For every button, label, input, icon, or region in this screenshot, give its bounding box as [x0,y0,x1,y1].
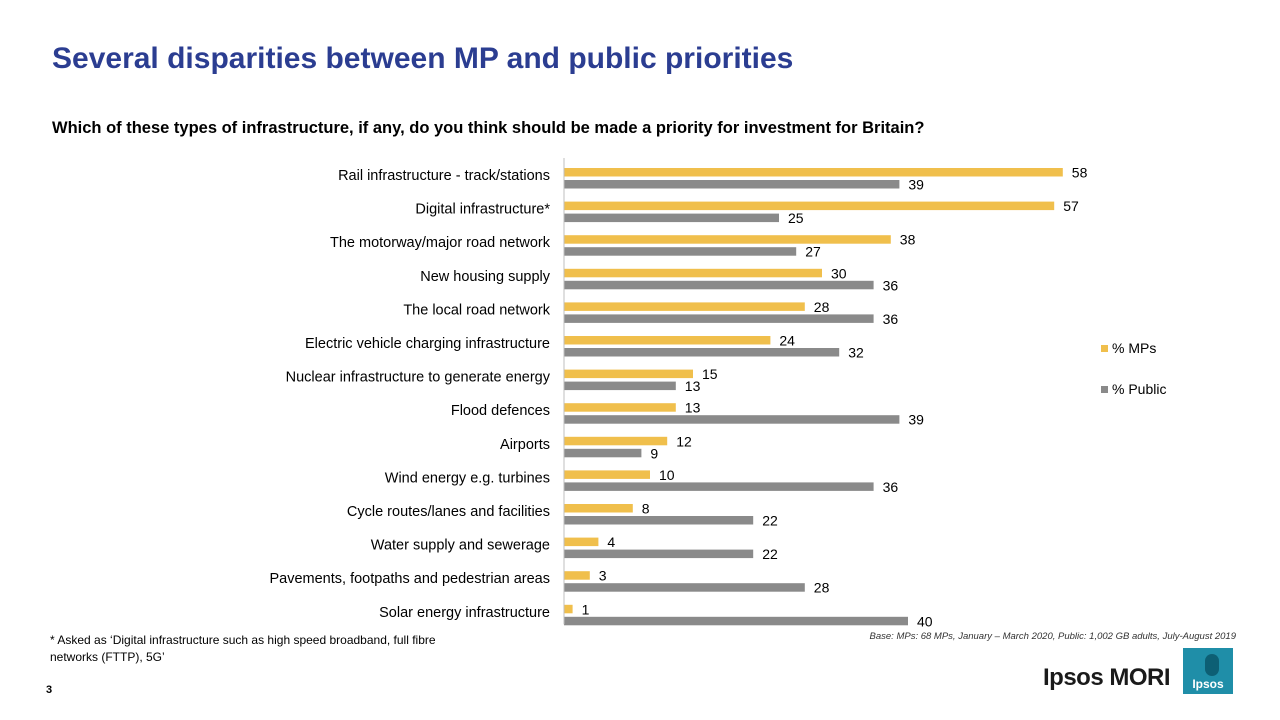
data-label-mps: 10 [659,467,675,483]
bar-mps [564,201,1055,211]
data-label-mps: 24 [779,333,795,349]
legend-label-public: % Public [1112,381,1166,397]
bar-public [564,616,908,626]
data-label-public: 39 [908,412,924,428]
category-label: Cycle routes/lanes and facilities [347,504,550,520]
base-note: Base: MPs: 68 MPs, January – March 2020,… [869,631,1236,642]
data-label-mps: 28 [814,299,830,315]
brand-wordmark: Ipsos MORI [1043,664,1171,691]
data-label-public: 32 [848,345,864,361]
bar-public [564,482,874,491]
data-label-mps: 4 [607,534,615,550]
bar-public [564,415,900,424]
data-label-public: 36 [883,479,899,495]
bar-mps [564,403,676,412]
footnote: * Asked as ‘Digital infrastructure such … [50,633,436,664]
data-label-mps: 3 [599,568,607,584]
data-label-mps: 58 [1072,165,1088,181]
bar-mps [564,235,891,244]
bar-mps [564,504,633,513]
data-label-mps: 38 [900,232,916,248]
data-label-public: 36 [883,311,899,327]
data-label-public: 22 [762,546,778,562]
bar-public [564,516,754,525]
bar-mps [564,302,805,311]
bar-mps [564,336,771,345]
logo-mark [1205,654,1219,676]
data-label-public: 22 [762,513,778,529]
bar-mps [564,436,668,446]
legend-swatch-mps [1101,345,1108,352]
category-label: The local road network [403,302,550,318]
bar-mps [564,470,650,479]
data-label-mps: 30 [831,265,847,281]
data-label-public: 36 [883,277,899,293]
data-label-mps: 8 [642,501,650,517]
data-label-public: 9 [650,445,658,461]
bar-mps [564,369,693,379]
category-label: Airports [500,437,550,453]
page-title: Several disparities between MP and publi… [52,42,794,75]
category-label: Wind energy e.g. turbines [385,470,550,486]
bar-mps [564,604,573,614]
data-label-mps: 12 [676,433,692,449]
page-number: 3 [46,684,53,696]
category-label: New housing supply [420,269,551,285]
category-label: Digital infrastructure* [415,202,550,218]
category-label: Solar energy infrastructure [379,605,550,621]
bar-public [564,583,805,592]
category-label: Nuclear infrastructure to generate energ… [286,370,551,386]
category-label: Water supply and sewerage [371,538,550,554]
category-label: Flood defences [451,403,550,419]
data-label-public: 39 [908,177,924,193]
bar-public [564,448,642,458]
category-label: Rail infrastructure - track/stations [338,168,550,184]
ipsos-logo: Ipsos [1183,648,1233,694]
bar-mps [564,268,822,278]
data-label-mps: 13 [685,400,701,416]
bar-public [564,213,779,223]
data-label-public: 25 [788,210,804,226]
bar-public [564,314,874,323]
bar-mps [564,537,599,547]
data-label-mps: 15 [702,366,718,382]
bar-public [564,180,900,189]
data-label-public: 28 [814,580,830,596]
category-label: Electric vehicle charging infrastructure [305,336,550,352]
bar-public [564,348,840,357]
legend-label-mps: % MPs [1112,340,1156,356]
category-label: The motorway/major road network [330,235,551,251]
bar-public [564,549,754,559]
data-label-mps: 57 [1063,198,1079,214]
data-label-public: 27 [805,244,821,260]
bar-mps [564,168,1063,177]
category-label: Pavements, footpaths and pedestrian area… [269,571,550,587]
data-label-public: 13 [685,378,701,394]
bar-public [564,381,676,391]
data-label-public: 40 [917,613,933,629]
legend-swatch-public [1101,386,1108,393]
bar-public [564,247,797,256]
data-label-mps: 1 [582,601,590,617]
logo-text: Ipsos [1192,677,1224,691]
bar-public [564,280,874,290]
chart-question: Which of these types of infrastructure, … [52,119,925,137]
bar-mps [564,571,590,580]
